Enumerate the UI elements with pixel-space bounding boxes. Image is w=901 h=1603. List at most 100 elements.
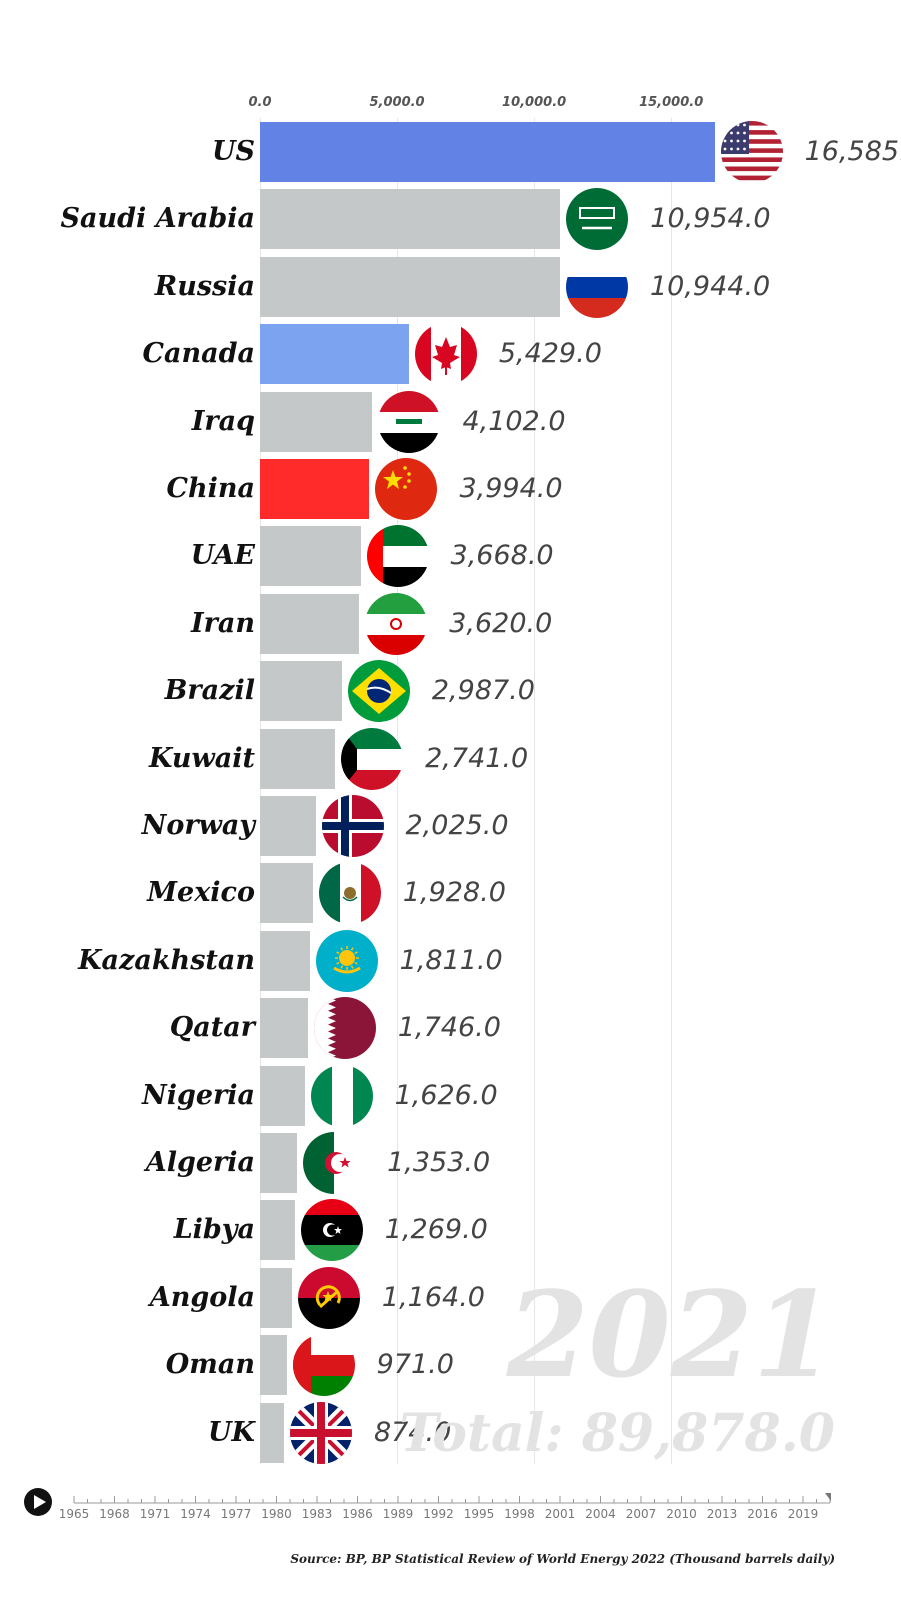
kazakhstan-flag-icon [315, 929, 378, 992]
kuwait-flag-icon [341, 727, 404, 790]
timeline-year-label[interactable]: 1989 [382, 1507, 414, 1521]
us-flag-icon [720, 121, 783, 183]
timeline-year-label[interactable]: 1992 [423, 1507, 454, 1521]
country-label: UAE [190, 540, 255, 572]
x-tick-label: 15,000.0 [639, 95, 704, 110]
country-label: China [166, 473, 255, 504]
bar [260, 998, 308, 1059]
country-label: Brazil [164, 675, 255, 707]
country-label: Oman [165, 1349, 255, 1381]
timeline-year-label[interactable]: 1998 [504, 1507, 535, 1521]
timeline-track[interactable] [64, 1493, 840, 1509]
country-label: Qatar [169, 1012, 255, 1044]
value-label: 3,668.0 [450, 540, 554, 572]
gridline [397, 118, 399, 1464]
gridline [260, 118, 261, 1464]
bar [260, 661, 342, 722]
timeline-year-label[interactable]: 1971 [139, 1507, 171, 1521]
iraq-flag-icon [378, 390, 441, 453]
source-note: Source: BP, BP Statistical Review of Wor… [290, 1552, 835, 1566]
timeline-year-label[interactable]: 2007 [625, 1507, 657, 1521]
timeline-year-label[interactable]: 1983 [301, 1507, 333, 1521]
value-label: 3,994.0 [459, 473, 563, 504]
country-label: US [211, 136, 255, 167]
norway-flag-icon [321, 795, 384, 857]
timeline-year-label[interactable]: 2019 [787, 1507, 819, 1521]
value-label: 2,987.0 [431, 675, 535, 707]
bar [260, 391, 373, 452]
angola-flag-icon [297, 1266, 360, 1329]
bar [260, 324, 409, 385]
x-tick-label: 0.0 [248, 95, 272, 110]
value-label: 2,741.0 [425, 742, 529, 774]
bar [260, 122, 715, 182]
value-label: 16,585.0 [804, 136, 901, 167]
value-label: 10,954.0 [650, 203, 771, 235]
timeline-year-label[interactable]: 2001 [544, 1507, 576, 1521]
country-label: Algeria [145, 1147, 255, 1178]
bar [260, 1133, 298, 1193]
value-label: 2,025.0 [405, 810, 509, 841]
bar [260, 256, 560, 317]
country-label: Libya [173, 1214, 255, 1246]
saudi-arabia-flag-icon [566, 188, 629, 251]
bar [260, 728, 336, 789]
country-label: Kuwait [149, 742, 255, 774]
country-label: Iran [191, 607, 255, 639]
value-label: 1,746.0 [397, 1012, 501, 1044]
bar [260, 526, 361, 587]
country-label: Norway [141, 810, 255, 841]
x-tick-label: 10,000.0 [502, 95, 567, 110]
bar [260, 1200, 295, 1261]
country-label: Angola [149, 1281, 255, 1313]
value-label: 1,626.0 [394, 1079, 498, 1111]
country-label: Canada [142, 338, 255, 370]
bar [260, 1065, 305, 1126]
uae-flag-icon [366, 525, 429, 588]
value-label: 3,620.0 [449, 607, 553, 639]
gridline [671, 118, 673, 1464]
timeline-year-label[interactable]: 2010 [666, 1507, 697, 1521]
bar [260, 1267, 292, 1328]
bar [260, 459, 370, 519]
play-button[interactable] [24, 1488, 52, 1516]
country-label: Russia [154, 270, 255, 302]
qatar-flag-icon [313, 997, 376, 1060]
timeline-year-label[interactable]: 1977 [220, 1507, 252, 1521]
oman-flag-icon [292, 1334, 355, 1397]
brazil-flag-icon [347, 660, 410, 723]
timeline-slider[interactable]: 1965 1968 1971 1974 1977 1980 1983 1986 1989 1992… [59, 1493, 840, 1527]
gridline [534, 118, 536, 1464]
libya-flag-icon [300, 1199, 363, 1262]
bar [260, 930, 310, 991]
nigeria-flag-icon [310, 1064, 373, 1127]
value-label: 971.0 [376, 1349, 454, 1381]
value-label: 5,429.0 [498, 338, 602, 370]
timeline-year-label[interactable]: 2013 [706, 1507, 738, 1521]
timeline-year-label[interactable]: 2004 [585, 1507, 616, 1521]
x-tick-label: 5,000.0 [369, 95, 425, 110]
iran-flag-icon [365, 592, 428, 655]
bar [260, 189, 561, 250]
timeline-year-label[interactable]: 1965 [58, 1507, 90, 1521]
algeria-flag-icon [303, 1132, 366, 1194]
timeline-year-label[interactable]: 1974 [180, 1507, 211, 1521]
value-label: 1,269.0 [384, 1214, 488, 1246]
timeline-year-label[interactable]: 1968 [99, 1507, 130, 1521]
timeline-handle[interactable] [825, 1493, 831, 1501]
year-label: 2021 [506, 1265, 835, 1404]
country-label: Mexico [147, 877, 255, 909]
country-label: UK [207, 1416, 255, 1448]
country-label: Kazakhstan [78, 944, 255, 976]
bar [260, 1402, 284, 1463]
uk-flag-icon [289, 1401, 352, 1464]
timeline-year-label[interactable]: 1986 [342, 1507, 373, 1521]
timeline-year-label[interactable]: 2016 [747, 1507, 778, 1521]
value-label: 10,944.0 [649, 270, 771, 302]
bar [260, 863, 313, 924]
timeline-year-label[interactable]: 1980 [261, 1507, 292, 1521]
bar [260, 1335, 287, 1396]
timeline-year-label[interactable]: 1995 [463, 1507, 495, 1521]
country-label: Iraq [191, 405, 255, 437]
